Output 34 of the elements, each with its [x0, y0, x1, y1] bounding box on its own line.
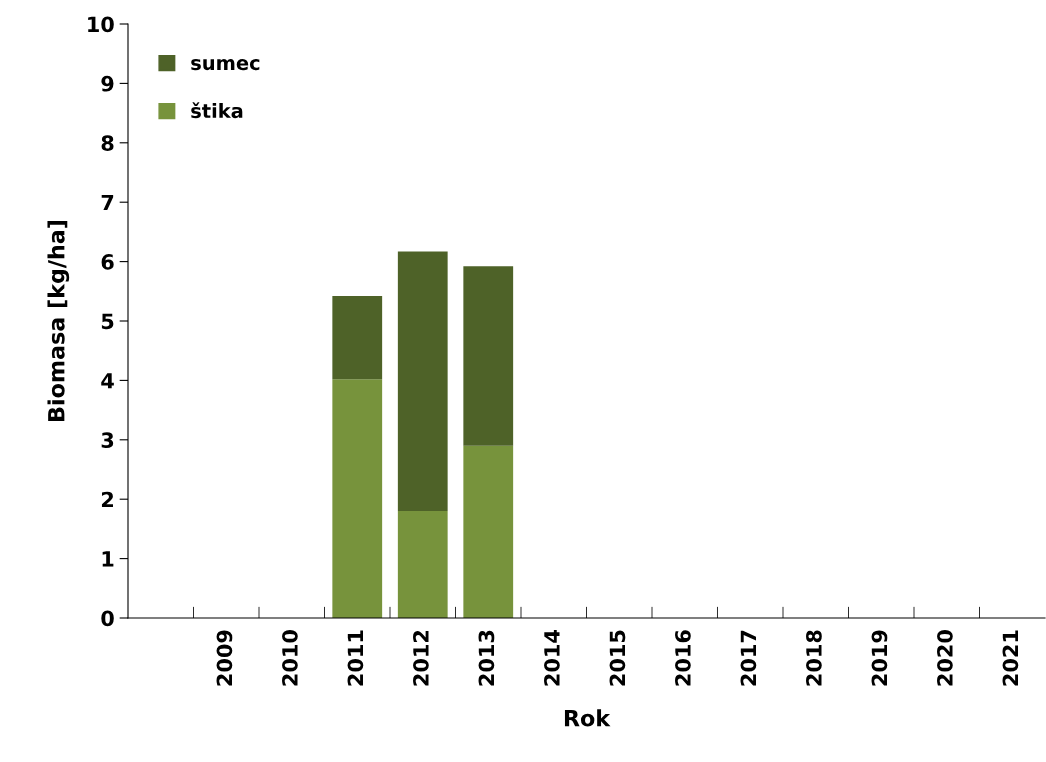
- legend-label: sumec: [191, 59, 260, 71]
- x-tick-label: 2021: [1002, 630, 1019, 686]
- bar: [332, 379, 383, 618]
- y-tick-label: 2: [101, 491, 113, 508]
- bar: [397, 511, 448, 618]
- x-tick-label: 2016: [675, 630, 691, 686]
- x-axis-title: Rok: [564, 709, 611, 727]
- bar: [332, 296, 383, 380]
- x-tick-label: 2018: [806, 630, 822, 686]
- x-tick-label: 2017: [740, 630, 757, 686]
- x-tick-label: 2011: [347, 630, 364, 686]
- y-tick-label: 5: [101, 313, 114, 330]
- y-tick-label: 1: [102, 551, 114, 567]
- x-tick-label: 2015: [609, 630, 626, 686]
- bar: [463, 445, 514, 618]
- legend-label: štika: [191, 102, 243, 119]
- x-tick-label: 2019: [871, 630, 888, 686]
- y-tick-label: 10: [88, 16, 114, 33]
- x-tick-label: 2012: [413, 630, 429, 686]
- x-tick-label: 2009: [216, 630, 233, 686]
- y-tick-label: 0: [101, 610, 114, 627]
- y-axis-title: Biomasa [kg/ha]: [47, 220, 70, 421]
- y-tick-label: 4: [101, 373, 114, 389]
- x-tick-label: 2014: [544, 630, 560, 686]
- y-tick-label: 8: [101, 135, 114, 152]
- x-tick-label: 2010: [282, 630, 298, 686]
- x-tick-label: 2020: [937, 630, 953, 686]
- bar: [463, 266, 514, 446]
- y-tick-label: 3: [101, 432, 114, 449]
- x-tick-label: 2013: [478, 630, 495, 686]
- y-tick-label: 6: [101, 254, 114, 270]
- y-tick-label: 9: [101, 75, 114, 92]
- bar: [397, 251, 448, 512]
- y-tick-label: 7: [101, 194, 114, 211]
